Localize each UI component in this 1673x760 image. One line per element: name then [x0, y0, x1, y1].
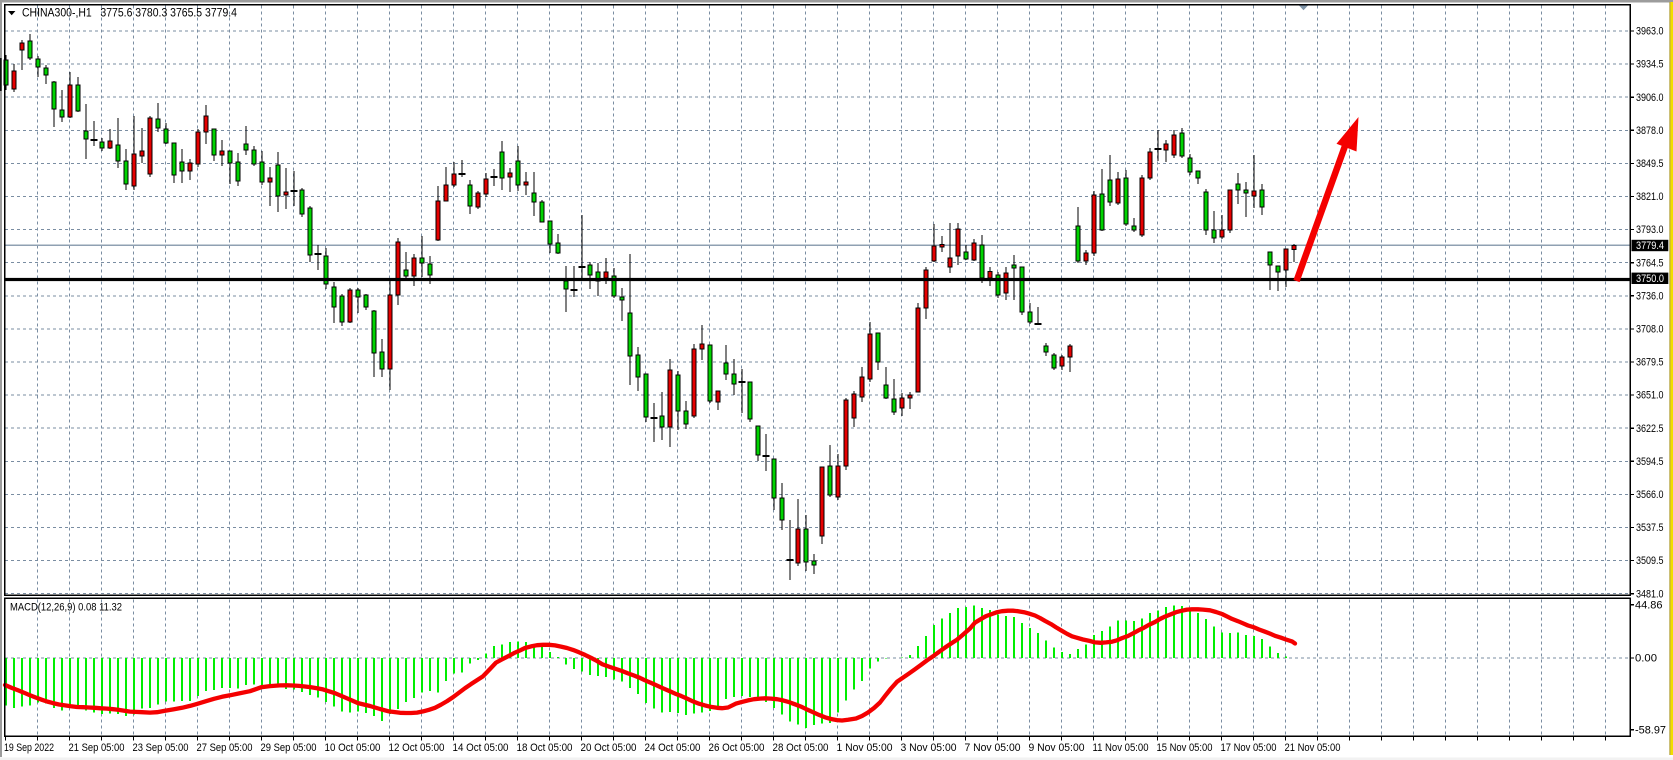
svg-text:3934.5: 3934.5 [1636, 59, 1664, 71]
svg-text:10 Oct 05:00: 10 Oct 05:00 [325, 742, 381, 754]
svg-text:MACD(12,26,9) 0.08 11.32: MACD(12,26,9) 0.08 11.32 [10, 602, 122, 614]
svg-text:29 Sep 05:00: 29 Sep 05:00 [261, 742, 317, 754]
svg-text:3509.5: 3509.5 [1636, 555, 1664, 567]
svg-text:3764.5: 3764.5 [1636, 257, 1664, 269]
svg-text:20 Oct 05:00: 20 Oct 05:00 [581, 742, 637, 754]
svg-text:28 Oct 05:00: 28 Oct 05:00 [773, 742, 829, 754]
svg-text:-58.97: -58.97 [1635, 724, 1666, 736]
svg-text:12 Oct 05:00: 12 Oct 05:00 [389, 742, 445, 754]
svg-text:7 Nov 05:00: 7 Nov 05:00 [965, 742, 1021, 754]
svg-text:3878.0: 3878.0 [1636, 125, 1664, 137]
svg-text:26 Oct 05:00: 26 Oct 05:00 [709, 742, 765, 754]
svg-text:21 Sep 05:00: 21 Sep 05:00 [69, 742, 125, 754]
svg-text:11 Nov 05:00: 11 Nov 05:00 [1093, 742, 1149, 754]
svg-text:21 Nov 05:00: 21 Nov 05:00 [1285, 742, 1341, 754]
svg-text:3821.0: 3821.0 [1636, 191, 1664, 203]
svg-text:9 Nov 05:00: 9 Nov 05:00 [1029, 742, 1085, 754]
svg-text:3679.5: 3679.5 [1636, 357, 1664, 369]
svg-text:24 Oct 05:00: 24 Oct 05:00 [645, 742, 701, 754]
svg-text:3622.5: 3622.5 [1636, 423, 1664, 435]
svg-text:3793.0: 3793.0 [1636, 224, 1664, 236]
svg-text:3481.0: 3481.0 [1636, 588, 1664, 600]
svg-text:23 Sep 05:00: 23 Sep 05:00 [133, 742, 189, 754]
svg-text:44.86: 44.86 [1635, 599, 1663, 611]
svg-text:14 Oct 05:00: 14 Oct 05:00 [453, 742, 509, 754]
svg-text:3566.0: 3566.0 [1636, 489, 1664, 501]
svg-text:3 Nov 05:00: 3 Nov 05:00 [901, 742, 957, 754]
svg-text:3537.5: 3537.5 [1636, 522, 1664, 534]
svg-text:3594.5: 3594.5 [1636, 456, 1664, 468]
svg-text:18 Oct 05:00: 18 Oct 05:00 [517, 742, 573, 754]
svg-text:3906.0: 3906.0 [1636, 92, 1664, 104]
svg-text:3963.0: 3963.0 [1636, 26, 1664, 38]
svg-text:3849.5: 3849.5 [1636, 158, 1664, 170]
svg-text:3750.0: 3750.0 [1636, 273, 1664, 285]
svg-text:3736.0: 3736.0 [1636, 290, 1664, 302]
svg-text:1 Nov 05:00: 1 Nov 05:00 [837, 742, 893, 754]
svg-text:19 Sep 2022: 19 Sep 2022 [4, 742, 54, 754]
svg-text:CHINA300-,H1 3775.6 3780.3 3: CHINA300-,H1 3775.6 3780.3 3765.5 3779.4 [22, 8, 238, 20]
svg-text:3708.0: 3708.0 [1636, 324, 1664, 336]
svg-text:3651.0: 3651.0 [1636, 390, 1664, 402]
svg-text:0.00: 0.00 [1635, 653, 1657, 665]
svg-text:15 Nov 05:00: 15 Nov 05:00 [1157, 742, 1213, 754]
svg-text:17 Nov 05:00: 17 Nov 05:00 [1221, 742, 1277, 754]
svg-text:27 Sep 05:00: 27 Sep 05:00 [197, 742, 253, 754]
svg-text:3779.4: 3779.4 [1636, 240, 1664, 252]
